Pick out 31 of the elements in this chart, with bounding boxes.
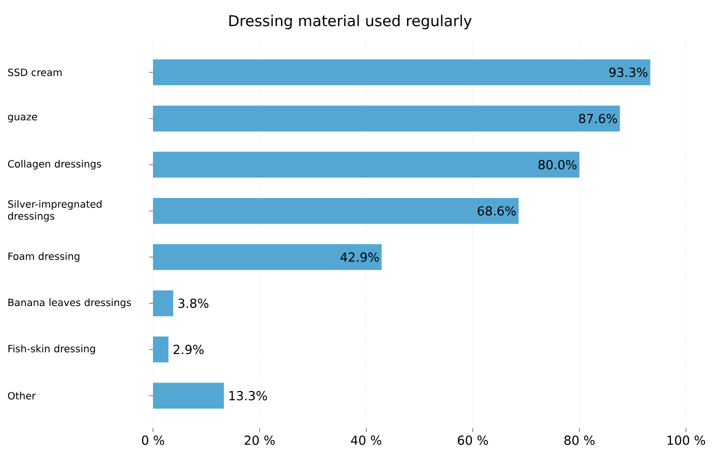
- y-tick-label: Other: [8, 392, 36, 400]
- data-label: 42.9%: [340, 252, 379, 262]
- y-tick-label: Silver-impregnated dressings: [8, 200, 102, 222]
- chart-title: Dressing material used regularly: [229, 14, 472, 30]
- y-tick-label: Banana leaves dressings: [8, 298, 131, 308]
- y-tick-label: SSD cream: [8, 68, 62, 76]
- data-label: 80.0%: [538, 160, 577, 170]
- y-tick-label: guaze: [8, 114, 38, 122]
- bar: [153, 290, 174, 316]
- bar: [153, 152, 580, 178]
- y-tick-label: Fish-skin dressing: [8, 344, 95, 354]
- x-tick-label: 80 %: [564, 436, 595, 445]
- data-label: 3.8%: [178, 298, 208, 308]
- bar: [153, 106, 620, 132]
- x-tick-label: 40 %: [350, 436, 382, 445]
- x-tick-label: 20 %: [244, 436, 275, 445]
- data-label: 93.3%: [609, 68, 648, 78]
- bar: [153, 244, 382, 270]
- data-label: 2.9%: [174, 344, 204, 354]
- bar: [153, 59, 650, 86]
- x-tick-label: 100 %: [668, 436, 706, 445]
- bar: [153, 336, 168, 362]
- bar: [153, 198, 519, 224]
- data-label: 68.6%: [478, 206, 516, 216]
- x-tick-label: 60 %: [458, 436, 488, 445]
- y-tick-label: Collagen dressings: [8, 160, 102, 170]
- data-label: 13.3%: [229, 390, 267, 400]
- data-label: 87.6%: [578, 114, 618, 124]
- y-tick-label: Foam dressing: [8, 252, 80, 262]
- x-tick-label: 0 %: [142, 436, 164, 445]
- bar: [153, 382, 224, 409]
